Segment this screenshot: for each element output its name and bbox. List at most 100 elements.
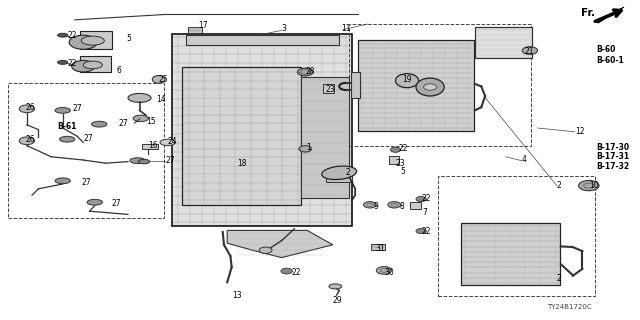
Bar [371, 244, 385, 250]
Text: 2: 2 [557, 274, 561, 283]
Ellipse shape [329, 284, 342, 289]
Bar [8, 83, 164, 218]
Ellipse shape [60, 136, 75, 142]
Bar [358, 40, 474, 131]
Bar [410, 202, 421, 209]
Text: 26: 26 [26, 103, 35, 112]
Bar [438, 176, 595, 296]
Text: TY24B1720C: TY24B1720C [547, 304, 592, 309]
Text: 21: 21 [525, 47, 534, 56]
Text: 18: 18 [237, 159, 246, 168]
Text: 13: 13 [232, 292, 242, 300]
Ellipse shape [128, 93, 151, 102]
Text: 22: 22 [421, 228, 431, 236]
Circle shape [69, 35, 97, 49]
Ellipse shape [152, 76, 165, 83]
Ellipse shape [58, 60, 68, 64]
Circle shape [72, 60, 95, 72]
Ellipse shape [58, 33, 68, 37]
Ellipse shape [160, 139, 175, 146]
Ellipse shape [133, 115, 148, 122]
Ellipse shape [396, 74, 419, 88]
Text: B-17-30: B-17-30 [596, 143, 630, 152]
Text: 31: 31 [375, 244, 385, 253]
Text: 23: 23 [325, 85, 335, 94]
Text: 19: 19 [402, 76, 412, 84]
Text: 23: 23 [396, 159, 405, 168]
Ellipse shape [130, 158, 145, 164]
Text: 17: 17 [198, 21, 208, 30]
Text: 22: 22 [68, 60, 77, 68]
Text: 8: 8 [399, 202, 404, 211]
Text: 10: 10 [589, 181, 598, 190]
Ellipse shape [55, 108, 70, 113]
Text: 11: 11 [341, 24, 351, 33]
Text: 20: 20 [428, 84, 437, 92]
Bar [389, 156, 399, 164]
Bar [475, 27, 532, 58]
Text: 29: 29 [333, 296, 342, 305]
Text: 2: 2 [557, 181, 561, 190]
Circle shape [19, 137, 35, 145]
Circle shape [364, 202, 376, 208]
Bar [80, 31, 112, 49]
Text: 7: 7 [422, 208, 428, 217]
Circle shape [424, 84, 436, 90]
Text: 5: 5 [400, 167, 405, 176]
Circle shape [19, 105, 35, 113]
Text: Fr.: Fr. [581, 8, 595, 19]
Text: 27: 27 [83, 134, 93, 143]
Bar [142, 144, 158, 149]
Text: 5: 5 [127, 34, 132, 43]
Text: 16: 16 [148, 141, 158, 150]
Bar [326, 174, 352, 182]
Text: 6: 6 [116, 66, 122, 75]
Circle shape [416, 196, 426, 202]
Text: 27: 27 [73, 104, 83, 113]
Text: 25: 25 [159, 76, 168, 84]
Bar [351, 72, 360, 98]
Text: 12: 12 [575, 127, 584, 136]
Bar [461, 223, 560, 285]
Text: 27: 27 [112, 199, 122, 208]
Ellipse shape [416, 78, 444, 96]
Text: B-61: B-61 [58, 122, 77, 131]
Circle shape [579, 180, 599, 191]
Bar [182, 67, 301, 205]
Text: 22: 22 [398, 144, 408, 153]
Ellipse shape [138, 159, 150, 164]
Text: 4: 4 [522, 156, 527, 164]
Circle shape [376, 267, 392, 274]
Bar [323, 84, 334, 93]
Bar [186, 35, 339, 45]
Circle shape [388, 202, 401, 208]
Text: B-17-32: B-17-32 [596, 162, 630, 171]
Text: B-60-1: B-60-1 [596, 56, 624, 65]
Ellipse shape [92, 121, 107, 127]
Bar [301, 77, 349, 198]
Text: 2: 2 [346, 168, 350, 177]
Text: 15: 15 [146, 117, 156, 126]
Ellipse shape [87, 199, 102, 205]
Text: 22: 22 [68, 31, 77, 40]
Text: 22: 22 [291, 268, 301, 277]
Text: B-17-31: B-17-31 [596, 152, 630, 161]
Bar [80, 56, 111, 72]
Text: 26: 26 [26, 135, 35, 144]
Text: 27: 27 [118, 119, 128, 128]
Circle shape [281, 268, 292, 274]
Text: 27: 27 [82, 178, 92, 187]
Text: 3: 3 [282, 24, 287, 33]
Bar [188, 27, 202, 33]
Text: 30: 30 [384, 268, 394, 277]
Ellipse shape [55, 178, 70, 184]
Polygon shape [594, 7, 624, 23]
Text: B-60: B-60 [596, 45, 616, 54]
Ellipse shape [83, 61, 102, 69]
Ellipse shape [322, 166, 356, 180]
Polygon shape [227, 230, 333, 258]
Circle shape [299, 146, 312, 152]
Bar [172, 34, 352, 226]
Text: 9: 9 [373, 202, 378, 211]
Circle shape [298, 68, 313, 76]
